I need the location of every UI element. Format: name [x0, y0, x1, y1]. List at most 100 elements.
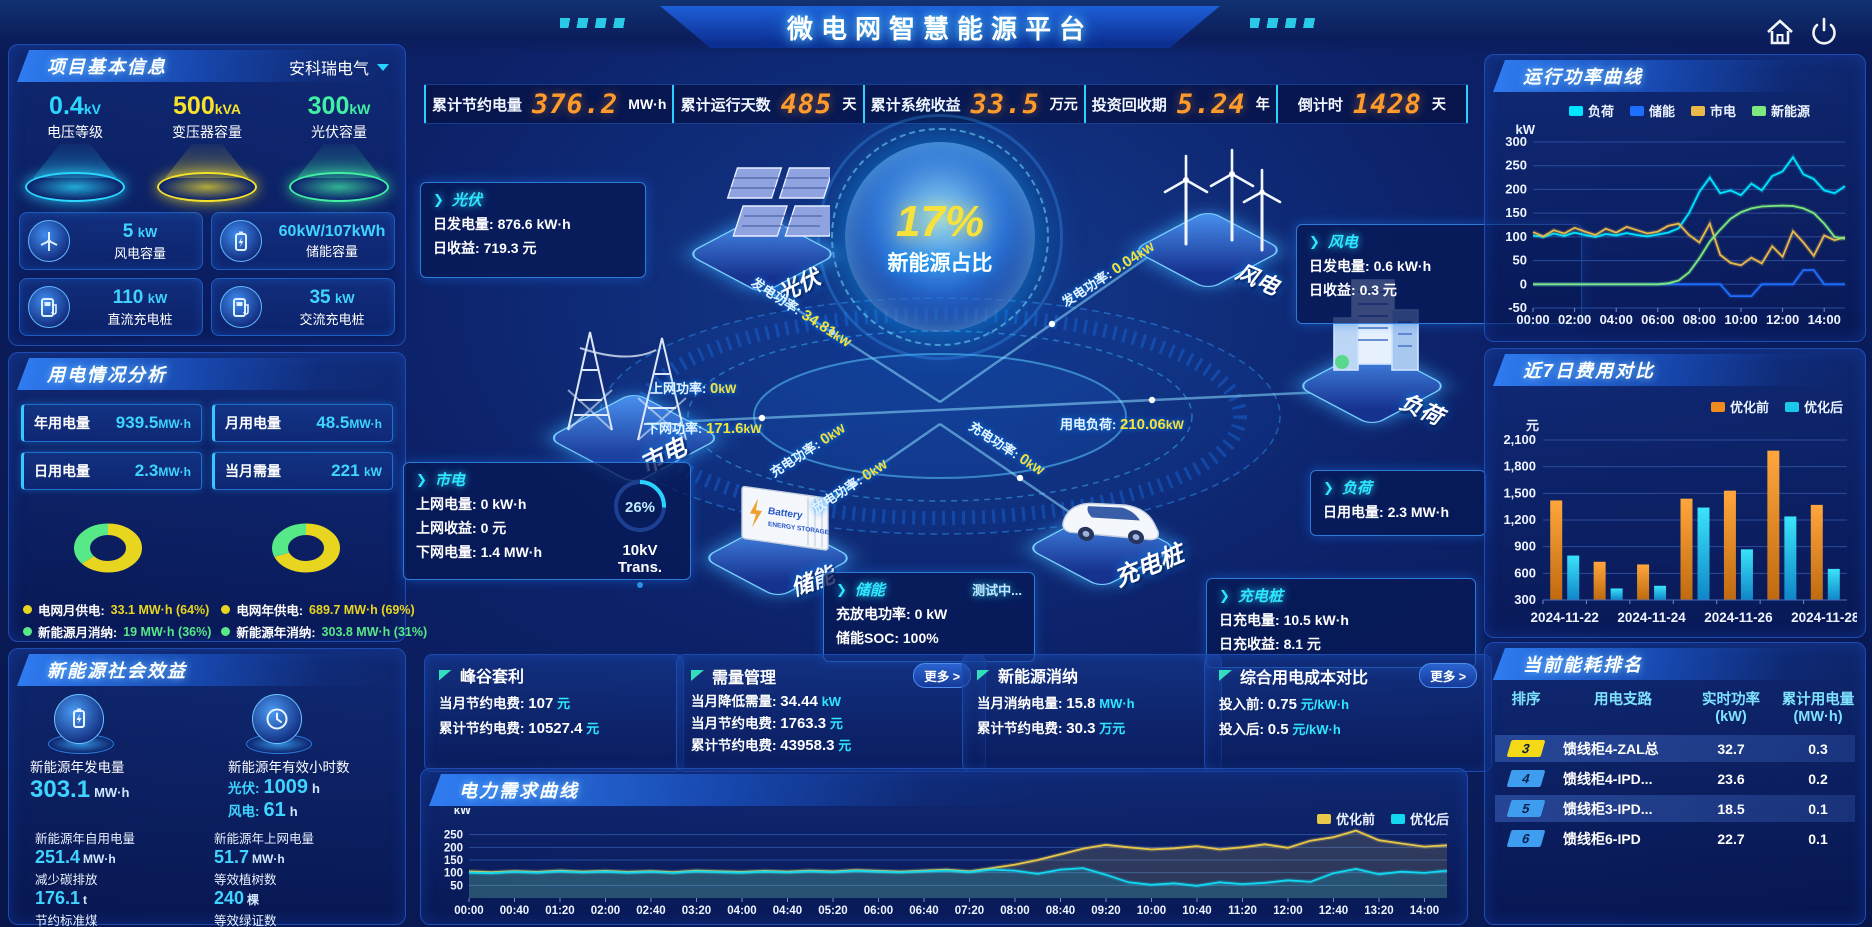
- svg-text:250: 250: [444, 830, 463, 842]
- svg-text:26%: 26%: [625, 499, 655, 516]
- demand-management-card: 需量管理 更多 > 当月降低需量: 34.44 kW 当月节约电费: 1763.…: [676, 654, 986, 772]
- transformer-load-ring: 26%: [614, 480, 666, 532]
- kpi-system-revenue: 累计系统收益 33.5 万元: [862, 85, 1084, 123]
- svg-text:10:00: 10:00: [1137, 905, 1166, 917]
- table-row[interactable]: 4 馈线柜4-IPD... 23.6 0.2: [1495, 765, 1855, 792]
- table-row[interactable]: 3 馈线柜4-ZAL总 32.7 0.3: [1495, 735, 1855, 763]
- svg-text:12:00: 12:00: [1766, 312, 1799, 327]
- table-row[interactable]: 6 馈线柜6-IPD 22.7 0.1: [1495, 825, 1855, 852]
- benefit-stats: 新能源年自用电量 251.4 MW·h 新能源年上网电量 51.7 MW·h 减少碳排放…: [35, 828, 393, 927]
- svg-text:1,500: 1,500: [1503, 485, 1536, 500]
- card-corner-icon: [977, 669, 990, 681]
- svg-text:300: 300: [1505, 134, 1527, 149]
- demand-legend: 优化前 优化后: [1316, 809, 1449, 828]
- table-cell: 18.5: [1717, 800, 1745, 817]
- svg-text:250: 250: [1505, 158, 1527, 173]
- coal-saved: 节约标准煤91.7t: [35, 914, 98, 927]
- table-cell: 0.2: [1808, 770, 1828, 787]
- annual-hours-card: 新能源年有效小时数 光伏: 1009 h 风电: 61 h: [214, 694, 398, 822]
- panel-title: 项目基本信息: [47, 57, 167, 77]
- svg-text:02:40: 02:40: [636, 905, 665, 917]
- svg-text:13:20: 13:20: [1364, 905, 1393, 917]
- cost-more-button[interactable]: 更多 >: [1419, 663, 1477, 688]
- kpi-payback-period: 投资回收期 5.24 年: [1083, 85, 1276, 123]
- load-info-box: ❯ 负荷 日用电量: 2.3 MW·h: [1310, 470, 1486, 536]
- table-cell: 馈线柜6-IPD: [1563, 830, 1641, 847]
- storage-info-box: ❯ 储能 测试中... 充放电功率: 0 kW 储能SOC: 100%: [823, 572, 1035, 662]
- panel-corner-icon: [1491, 644, 1507, 658]
- peak-valley-card: 峰谷套利 当月节约电费: 107 元 累计节约电费: 10527.4 元: [424, 654, 684, 772]
- ac-charger-capacity: 35 kW 交流充电桩: [211, 278, 395, 336]
- table-cell: 0.1: [1808, 800, 1828, 817]
- power-button[interactable]: [1806, 14, 1842, 50]
- svg-text:200: 200: [1505, 181, 1527, 196]
- table-row[interactable]: 5 馈线柜3-IPD... 18.5 0.1: [1495, 795, 1855, 823]
- svg-text:2,100: 2,100: [1503, 432, 1536, 447]
- legend-grid-month: 电网月供电: 33.1 MW·h (64%): [23, 600, 211, 619]
- ranking-table: 排序 用电支路 实时功率 (kW) 累计用电量 (MW·h) 3 馈线柜4-ZAL总 3…: [1495, 692, 1855, 863]
- svg-text:14:00: 14:00: [1808, 312, 1841, 327]
- yearly-supply-donut: [272, 523, 340, 573]
- svg-text:150: 150: [1505, 205, 1527, 220]
- table-cell: 22.7: [1717, 830, 1745, 847]
- table-cell: 馈线柜3-IPD...: [1563, 800, 1653, 817]
- energy-ranking-header: 当前能耗排名: [1493, 648, 1857, 680]
- svg-text:06:00: 06:00: [1641, 312, 1674, 327]
- legend-item: 优化前: [1710, 397, 1769, 416]
- panel-corner-icon: [427, 770, 443, 784]
- svg-text:07:20: 07:20: [955, 905, 984, 917]
- kpi-countdown: 倒计时 1428 天: [1275, 85, 1469, 123]
- renewable-share-gauge: 17% 新能源占比: [817, 114, 1063, 360]
- card-corner-icon: [691, 670, 704, 681]
- panel-corner-icon: [15, 650, 31, 664]
- rank-badge: 4: [1506, 770, 1546, 788]
- company-select[interactable]: 安科瑞电气: [289, 55, 389, 79]
- monthly-supply-donut: [74, 523, 142, 573]
- charger-node: 充电桩: [1008, 454, 1198, 614]
- cost-comparison-card: 综合用电成本对比 更多 > 投入前: 0.75 元/kW·h 投入后: 0.5 …: [1204, 654, 1492, 772]
- grid-info-box: ❯ 市电 上网电量: 0 kW·h 上网收益: 0 元 下网电量: 1.4 MW·…: [403, 462, 691, 588]
- panel-title: 当前能耗排名: [1523, 655, 1643, 675]
- yearly-usage: 年用电量 939.5MW·h: [21, 404, 202, 442]
- ranking-table-rows: 3 馈线柜4-ZAL总 32.7 0.3 4 馈线柜4-IPD... 23.6 0.2 5 馈线柜…: [1495, 735, 1855, 863]
- svg-text:10:00: 10:00: [1724, 312, 1757, 327]
- legend-item: 储能: [1630, 101, 1675, 120]
- header-decoration-left: [560, 18, 630, 28]
- monthly-demand: 当月需量 221 kW: [212, 452, 393, 490]
- demand-more-button[interactable]: 更多 >: [913, 663, 971, 688]
- svg-text:kW: kW: [454, 808, 471, 817]
- storage-capacity: 60kW/107kWh 储能容量: [211, 212, 395, 270]
- company-select-value: 安科瑞电气: [288, 61, 369, 78]
- project-info-panel: 项目基本信息 安科瑞电气 0.4kV 电压等级 500kVA 变压器容量 300…: [8, 44, 406, 346]
- wind-turbines-icon: [1163, 148, 1282, 252]
- wind-turbine-icon: [28, 220, 70, 262]
- chevron-right-icon: ❯: [1323, 479, 1334, 495]
- cost-compare-legend: 优化前 优化后: [1710, 397, 1843, 416]
- donut-legends: 电网月供电: 33.1 MW·h (64%) 电网年供电: 689.7 MW·h (…: [23, 600, 427, 641]
- svg-text:100: 100: [444, 868, 463, 880]
- co2-reduction: 减少碳排放 176.1 t: [35, 873, 98, 908]
- table-cell: 23.6: [1717, 770, 1745, 787]
- svg-text:03:20: 03:20: [682, 905, 711, 917]
- svg-text:10:40: 10:40: [1182, 905, 1211, 917]
- charger-info-box: ❯ 充电桩 日充电量: 10.5 kW·h 日充收益: 8.1 元: [1206, 578, 1476, 668]
- storage-node: Battery ENERGY STORAGE 储能: [694, 468, 864, 618]
- daily-usage: 日用电量 2.3MW·h: [21, 452, 202, 490]
- table-cell: 馈线柜4-ZAL总: [1563, 740, 1659, 757]
- wind-node: 风电: [1118, 140, 1288, 310]
- green-certificates: 等效绿证数303张: [214, 914, 277, 927]
- svg-text:kW: kW: [1516, 122, 1536, 137]
- svg-text:2024-11-22: 2024-11-22: [1531, 610, 1599, 625]
- usage-analysis-header: 用电情况分析: [17, 358, 397, 390]
- chevron-right-icon: ❯: [416, 471, 427, 487]
- svg-text:01:20: 01:20: [545, 905, 574, 917]
- svg-text:50: 50: [1513, 253, 1527, 268]
- svg-text:1,200: 1,200: [1503, 512, 1536, 527]
- rank-badge: 3: [1506, 740, 1546, 758]
- flow-feedin-power: 上网功率: 0kW: [650, 380, 737, 397]
- home-button[interactable]: [1762, 14, 1798, 50]
- cost-compare-panel: 近7日费用对比 优化前 优化后 300 600 900 1,200 1,500 1,800 2…: [1484, 348, 1866, 638]
- svg-text:06:00: 06:00: [864, 905, 893, 917]
